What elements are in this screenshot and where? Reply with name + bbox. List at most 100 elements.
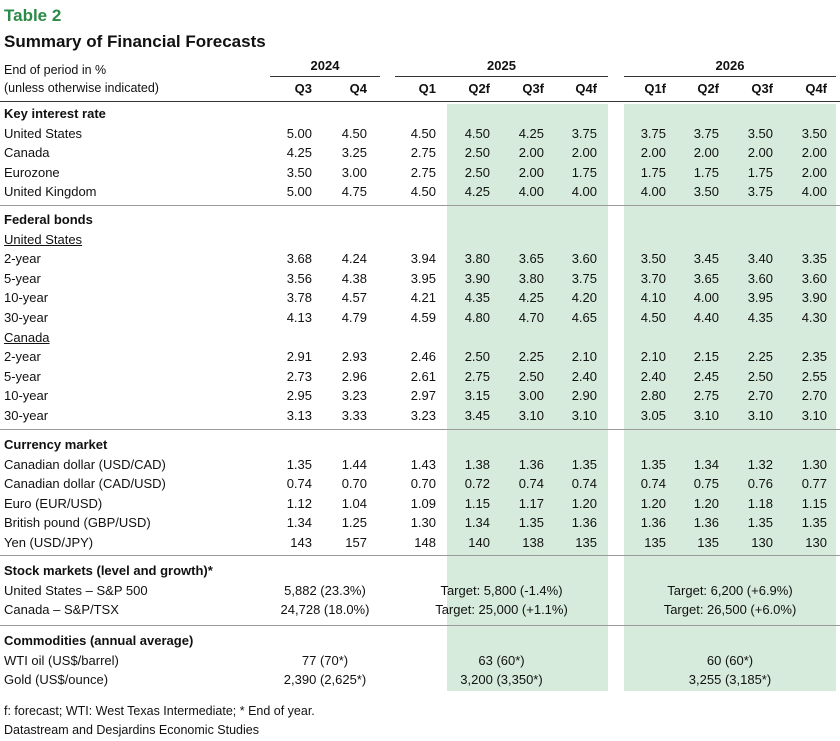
rule-after-stocks [0,625,840,626]
fx-row-4-value-5: 135 [575,535,597,550]
us-bond-row-3-value-9: 4.30 [801,310,827,325]
year-2026-rule [624,76,836,77]
subsection-ca-bonds: Canada [4,329,50,345]
year-2024-rule [270,76,380,77]
rate-row-2-value-8: 1.75 [747,164,773,180]
fx-row-2-value-9: 1.15 [801,495,827,511]
rate-row-1-value-4: 2.00 [518,145,544,161]
stock-row-0-2024: 5,882 (23.3%) [284,582,366,598]
us-bond-row-2-value-9: 3.90 [801,290,827,306]
fx-row-1-label: Canadian dollar (CAD/USD) [4,476,166,492]
fx-row-0-value-2: 1.43 [410,456,436,472]
fx-row-2-value-1: 1.04 [341,495,367,511]
ca-bond-row-3-value-5: 3.10 [571,408,597,423]
commodity-row-0-2024: 77 (70*) [301,652,349,668]
fx-row-2-value-4: 1.17 [518,495,544,511]
fx-row-2-value-5: 1.20 [571,495,597,511]
us-bond-row-2-value-7: 4.00 [693,290,719,306]
rate-row-1-value-6: 2.00 [640,145,666,161]
ca-bond-row-0-value-6: 2.10 [640,349,666,365]
rate-row-1-value-7: 2.00 [693,145,719,161]
quarter-header-2: Q1 [418,81,436,96]
ca-bond-row-0-value-2: 2.46 [410,349,436,365]
fx-row-1-value-2: 0.70 [410,476,436,492]
fx-row-1-value-5: 0.74 [571,476,597,492]
us-bond-row-2-value-2: 4.21 [410,290,436,306]
rate-row-0-value-5: 3.75 [571,125,597,141]
year-2025-rule [395,76,608,77]
us-bond-row-2-label: 10-year [4,290,49,306]
us-bond-row-2-value-6: 4.10 [640,290,666,306]
ca-bond-row-0-value-4: 2.25 [518,349,544,365]
header-note-line2: (unless otherwise indicated) [4,81,159,95]
rate-row-1-value-3: 2.50 [464,145,490,161]
quarter-header-4: Q3f [522,81,544,96]
fx-row-1-value-0: 0.74 [286,476,312,492]
us-bond-row-0-value-2: 3.94 [410,251,436,267]
rate-row-0-value-6: 3.75 [640,125,666,141]
ca-bond-row-1-value-3: 2.75 [464,368,490,384]
us-bond-row-3-value-7: 4.40 [693,310,719,325]
ca-bond-row-1-value-6: 2.40 [640,368,666,384]
table-title: Summary of Financial Forecasts [4,32,266,51]
fx-row-3-value-4: 1.35 [518,515,544,531]
rate-row-1-value-8: 2.00 [747,145,773,161]
commodity-row-1-2025: 3,200 (3,350*) [460,672,543,688]
fx-row-1-value-1: 0.70 [341,476,367,492]
fx-row-4-value-9: 130 [805,535,827,550]
rate-row-0-value-0: 5.00 [286,125,312,141]
ca-bond-row-3-value-7: 3.10 [693,408,719,423]
ca-bond-row-2-value-0: 2.95 [286,388,312,404]
ca-bond-row-2-value-8: 2.70 [747,388,773,404]
us-bond-row-3-value-3: 4.80 [464,310,490,325]
ca-bond-row-2-label: 10-year [4,388,49,404]
commodity-row-0-2026: 60 (60*) [706,652,754,668]
fx-row-4-value-8: 130 [751,535,773,550]
rate-row-3-value-6: 4.00 [640,184,666,200]
us-bond-row-0-value-3: 3.80 [464,251,490,267]
ca-bond-row-1-value-5: 2.40 [571,368,597,384]
stock-row-1-2025: Target: 25,000 (+1.1%) [435,602,568,618]
fx-row-2-label: Euro (EUR/USD) [4,495,103,511]
ca-bond-row-3-value-3: 3.45 [464,408,490,423]
rate-row-2-value-7: 1.75 [693,164,719,180]
us-bond-row-0-value-1: 4.24 [341,251,367,267]
fx-row-2-value-3: 1.15 [464,495,490,511]
fx-row-3-value-5: 1.36 [571,515,597,531]
fx-row-0-value-7: 1.34 [693,456,719,472]
us-bond-row-2-value-0: 3.78 [286,290,312,306]
stock-row-1-2024: 24,728 (18.0%) [280,602,370,618]
us-bond-row-1-value-6: 3.70 [640,270,666,286]
fx-row-0-value-6: 1.35 [640,456,666,472]
fx-row-0-value-0: 1.35 [286,456,312,472]
fx-row-3-value-2: 1.30 [410,515,436,531]
us-bond-row-3-value-0: 4.13 [286,310,312,325]
ca-bond-row-0-value-9: 2.35 [801,349,827,365]
fx-row-3-value-6: 1.36 [640,515,666,531]
section-currency-market: Currency market [4,437,108,452]
rate-row-3-value-9: 4.00 [801,184,827,200]
section-key-interest-rate: Key interest rate [4,106,106,121]
rate-row-2-value-0: 3.50 [286,164,312,180]
commodity-row-0-label: WTI oil (US$/barrel) [4,652,119,668]
ca-bond-row-2-value-7: 2.75 [693,388,719,404]
rate-row-3-value-1: 4.75 [341,184,367,200]
fx-row-2-value-0: 1.12 [286,495,312,511]
forecast-shade-2026 [624,104,836,691]
us-bond-row-0-label: 2-year [4,251,41,267]
rate-row-2-value-1: 3.00 [341,164,367,180]
section-stock-markets: Stock markets (level and growth)* [4,563,213,578]
rate-row-2-value-3: 2.50 [464,164,490,180]
us-bond-row-1-value-7: 3.65 [693,270,719,286]
fx-row-4-value-2: 148 [414,535,436,550]
rate-row-1-value-0: 4.25 [286,145,312,161]
ca-bond-row-3-value-8: 3.10 [747,408,773,423]
fx-row-3-value-3: 1.34 [464,515,490,531]
header-note-line1: End of period in % [4,63,107,77]
fx-row-0-value-1: 1.44 [341,456,367,472]
fx-row-1-value-3: 0.72 [464,476,490,492]
ca-bond-row-2-value-9: 2.70 [801,388,827,404]
us-bond-row-0-value-4: 3.65 [518,251,544,267]
section-commodities: Commodities (annual average) [4,633,194,648]
us-bond-row-3-value-2: 4.59 [410,310,436,325]
